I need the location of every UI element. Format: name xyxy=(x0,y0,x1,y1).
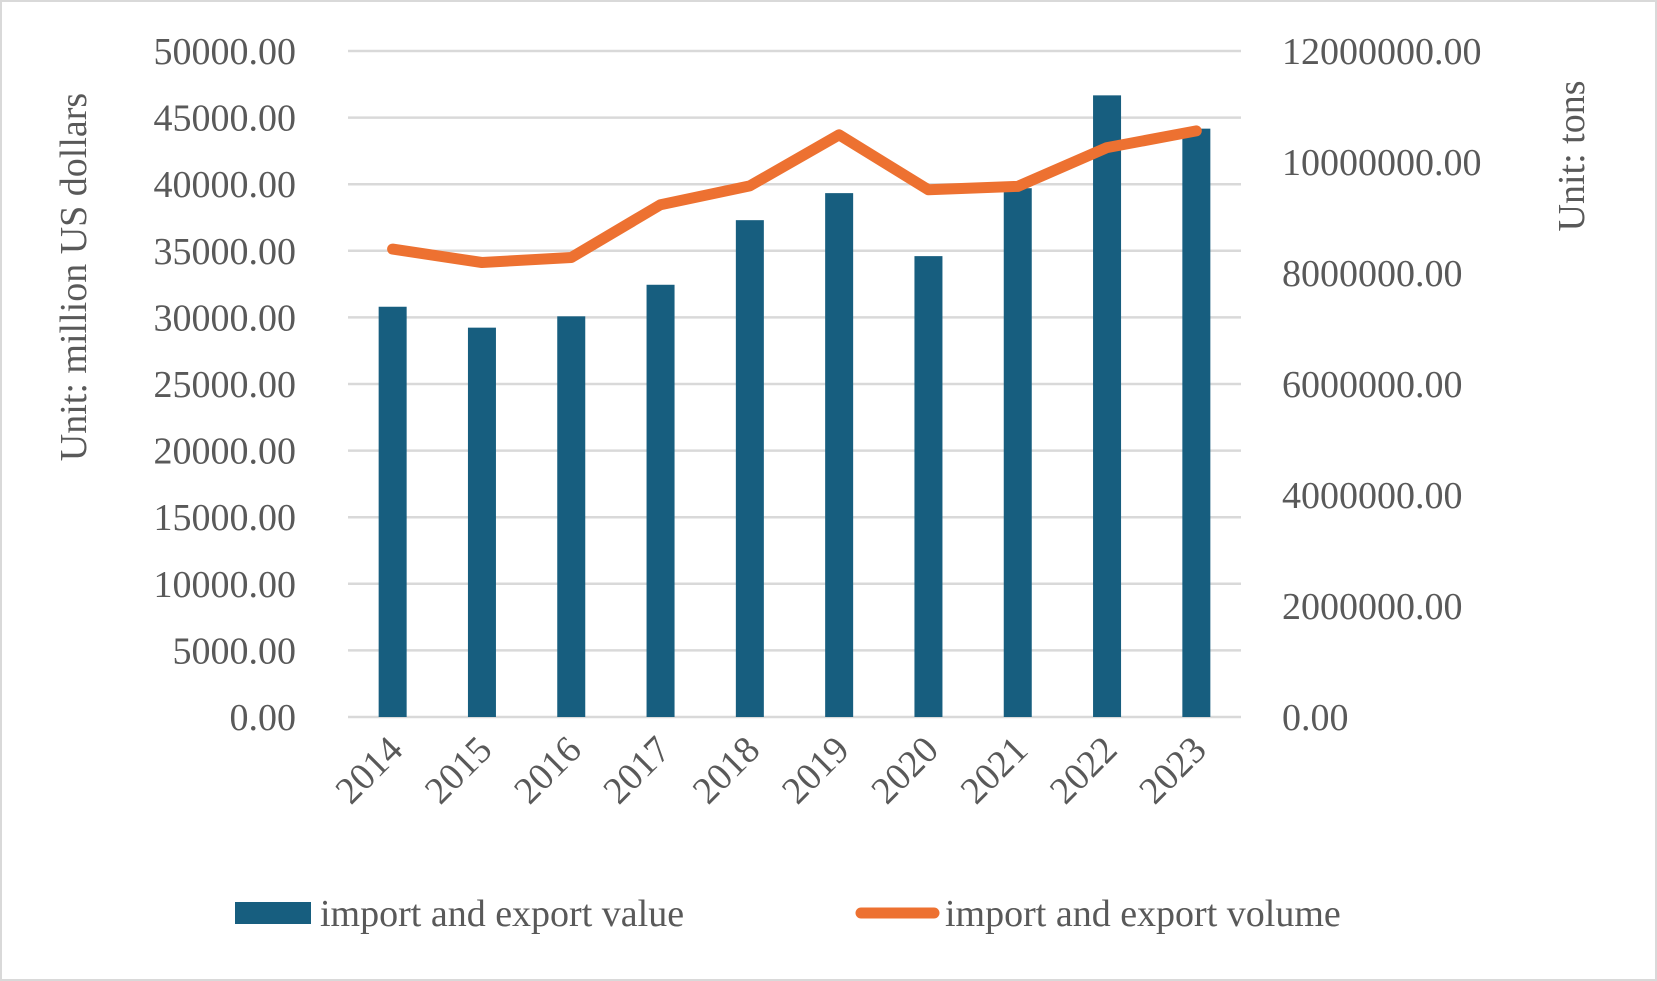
bar-series xyxy=(378,95,1211,718)
x-tick-label: 2022 xyxy=(1042,729,1125,812)
bar-2023[interactable] xyxy=(1182,128,1211,718)
right-tick-label: 6000000.00 xyxy=(1282,364,1463,406)
right-axis-ticks: 0.00 2000000.00 4000000.00 6000000.00 800000… xyxy=(1282,31,1482,739)
x-tick-label: 2023 xyxy=(1131,729,1214,812)
right-tick-label: 10000000.00 xyxy=(1282,142,1482,184)
x-tick-label: 2019 xyxy=(774,729,857,812)
left-tick-label: 45000.00 xyxy=(154,98,297,140)
x-axis-ticks: 2014 2015 2016 2017 2018 2019 2020 2021 2022 2023 xyxy=(328,729,1215,812)
x-tick-label: 2016 xyxy=(506,729,589,812)
bar-2020[interactable] xyxy=(914,256,943,717)
x-tick-label: 2017 xyxy=(595,729,678,812)
bar-2022[interactable] xyxy=(1093,95,1122,718)
legend-label-volume: import and export volume xyxy=(945,893,1341,935)
right-tick-label: 8000000.00 xyxy=(1282,253,1463,295)
left-tick-label: 50000.00 xyxy=(154,31,297,73)
right-tick-label: 4000000.00 xyxy=(1282,475,1463,517)
x-tick-label: 2020 xyxy=(863,729,946,812)
bar-2019[interactable] xyxy=(825,193,854,718)
line-series xyxy=(387,125,1202,268)
bar-2021[interactable] xyxy=(1003,188,1032,718)
legend-item-value[interactable]: import and export value xyxy=(235,893,684,935)
x-tick-label: 2014 xyxy=(328,729,411,812)
left-tick-label: 35000.00 xyxy=(154,231,297,273)
legend-swatch-bar xyxy=(235,902,311,924)
x-tick-label: 2021 xyxy=(953,729,1036,812)
left-tick-label: 20000.00 xyxy=(154,431,297,473)
legend-label-value: import and export value xyxy=(320,893,684,935)
bar-2018[interactable] xyxy=(735,220,764,717)
bar-2017[interactable] xyxy=(646,284,675,717)
left-tick-label: 10000.00 xyxy=(154,564,297,606)
gridlines xyxy=(348,49,1241,719)
left-tick-label: 0.00 xyxy=(230,697,297,739)
left-tick-label: 30000.00 xyxy=(154,297,297,339)
left-axis-title: Unit: million US dollars xyxy=(53,93,95,461)
left-tick-label: 40000.00 xyxy=(154,164,297,206)
x-tick-label: 2015 xyxy=(417,729,500,812)
left-tick-label: 5000.00 xyxy=(173,630,297,672)
right-tick-label: 12000000.00 xyxy=(1282,31,1482,73)
right-tick-label: 2000000.00 xyxy=(1282,586,1463,628)
left-tick-label: 15000.00 xyxy=(154,497,297,539)
x-tick-label: 2018 xyxy=(685,729,768,812)
right-axis-title: Unit: tons xyxy=(1551,81,1593,232)
legend-item-volume[interactable]: import and export volume xyxy=(855,893,1341,935)
legend: import and export value import and expor… xyxy=(235,893,1341,935)
bar-2015[interactable] xyxy=(467,327,496,717)
bar-2016[interactable] xyxy=(557,316,586,717)
bar-2014[interactable] xyxy=(378,306,407,717)
left-axis-ticks: 0.00 5000.00 10000.00 15000.00 20000.00 25000… xyxy=(154,31,297,739)
volume-line[interactable] xyxy=(387,125,1202,268)
left-tick-label: 25000.00 xyxy=(154,364,297,406)
right-tick-label: 0.00 xyxy=(1282,697,1349,739)
